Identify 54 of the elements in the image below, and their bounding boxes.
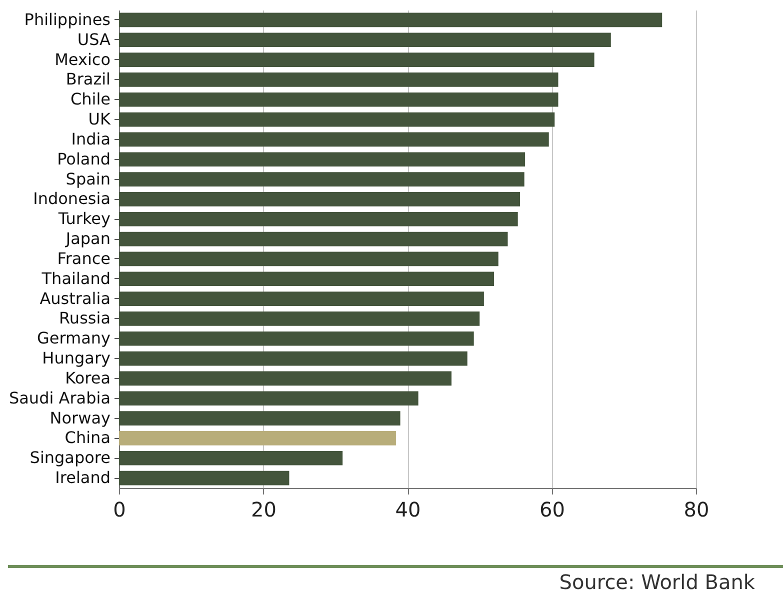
bar [119,371,452,386]
y-tick-label: Germany [36,328,110,348]
y-tick-label: Indonesia [33,189,110,208]
y-tick-label: Ireland [55,468,110,488]
source-note: Source: World Bank [559,570,755,593]
bar [119,272,494,286]
bar [119,331,474,346]
y-tick-label: Philippines [24,10,110,29]
bar [119,172,524,186]
bar [119,92,558,107]
y-tick-label: Norway [50,408,110,428]
y-tick-label: China [64,428,110,448]
y-tick-label: Spain [66,169,110,188]
bar [119,52,594,67]
y-tick-label: Saudi Arabia [8,388,110,408]
y-tick-label: India [71,129,110,148]
x-tick-label: 40 [395,498,421,522]
bar [119,312,480,326]
bar [119,292,484,306]
x-tick-label: 60 [540,498,565,522]
bar [119,431,396,446]
bar [119,470,290,486]
y-tick-label: Chile [70,90,110,109]
y-tick-label: Japan [64,229,110,248]
bar [119,232,508,246]
y-tick-label: Turkey [57,209,110,228]
y-tick-label: UK [88,110,112,129]
bar [119,192,520,206]
bar [119,132,549,147]
y-tick-label: Thailand [40,268,110,288]
bar [119,351,468,366]
y-tick-label: Mexico [54,50,110,69]
x-tick-label: 0 [113,498,126,522]
bar [119,112,555,127]
y-tick-label: Poland [57,149,110,168]
x-tick-label: 80 [684,498,710,522]
y-tick-label: Hungary [42,348,110,368]
x-tick-label: 20 [251,498,276,522]
y-tick-label: Australia [40,288,110,308]
bar [119,12,662,28]
bar [119,212,518,226]
bar [119,411,400,426]
y-tick-label: Korea [65,368,110,388]
y-tick-label: Russia [59,308,110,328]
bar [119,391,418,406]
y-tick-label: Brazil [66,70,110,89]
y-tick-label: France [57,248,110,268]
y-tick-label: Singapore [30,448,110,468]
bar [119,152,526,167]
bar [119,252,498,266]
bar [119,32,611,48]
bar [119,72,558,87]
bar [119,450,343,466]
y-tick-label: USA [77,30,111,49]
